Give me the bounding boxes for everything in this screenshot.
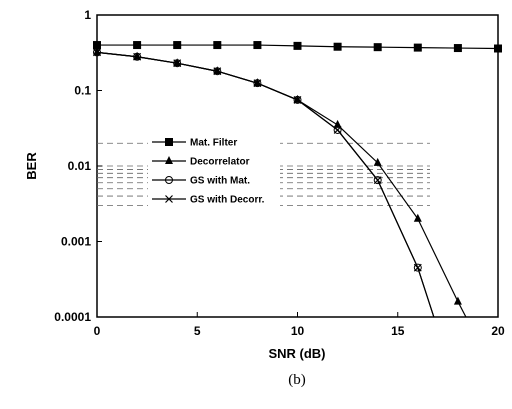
marker-decorrelator [453,296,462,305]
y-tick-label: 0.0001 [54,310,91,324]
x-tick-label: 0 [94,324,101,338]
x-tick-label: 10 [291,324,305,338]
legend-label-decorrelator: Decorrelator [190,157,250,168]
marker-mat-filter [173,41,182,50]
marker-gs-with-decorr [333,126,342,134]
marker-gs-with-mat [173,59,182,68]
marker-gs-with-mat [93,48,101,57]
marker-gs-with-mat [373,176,382,185]
marker-decorrelator [173,58,182,67]
legend-label-gs-with-mat: GS with Mat. [190,176,250,187]
x-tick-label: 20 [491,324,505,338]
legend-marker-decorrelator [165,156,173,164]
axes: 0 5 10 15 20 1 0.1 0.01 0.001 0.0001 [54,8,505,338]
marker-decorrelator [413,213,422,222]
marker-decorrelator [253,78,262,87]
marker-gs-with-decorr [213,67,222,76]
legend-marker-gs-with-mat [165,176,173,184]
series-markers [93,41,502,305]
marker-mat-filter [293,41,302,50]
marker-mat-filter [253,41,262,50]
marker-gs-with-decorr [253,79,262,88]
marker-gs-with-decorr [373,176,382,185]
marker-gs-with-decorr [133,52,142,61]
marker-decorrelator [333,119,342,128]
legend-marker-mat-filter [165,138,173,146]
marker-gs-with-decorr [413,263,422,272]
y-tick-label: 1 [84,8,91,22]
legend-label-gs-with-decorr: GS with Decorr. [190,195,265,206]
marker-mat-filter [494,44,502,53]
marker-gs-with-mat [293,95,302,104]
x-tick-label: 5 [194,324,201,338]
marker-mat-filter [133,41,142,50]
marker-mat-filter [333,42,342,51]
marker-mat-filter [213,41,222,50]
marker-decorrelator [133,51,142,60]
marker-decorrelator [293,94,302,103]
marker-decorrelator [373,157,382,166]
y-axis-title: BER [24,152,39,180]
marker-mat-filter [373,43,382,52]
marker-decorrelator [93,47,101,56]
marker-mat-filter [413,43,422,52]
figure-caption: (b) [288,372,306,388]
y-tick-label: 0.01 [68,159,92,173]
marker-decorrelator [213,66,222,75]
marker-gs-with-mat [253,79,262,88]
marker-mat-filter [93,41,101,50]
x-axis-title: SNR (dB) [268,346,325,361]
legend: Mat. Filter Decorrelator GS with Mat. GS wi… [148,130,280,212]
legend-label-mat-filter: Mat. Filter [190,138,237,149]
y-tick-label: 0.001 [61,235,91,249]
legend-marker-gs-with-decorr [165,195,173,203]
marker-gs-with-mat [213,67,222,76]
marker-gs-with-decorr [293,96,302,104]
marker-gs-with-mat [413,263,422,272]
series-line-gs-with-decorr [96,51,435,318]
x-tick-label: 15 [391,324,405,338]
marker-gs-with-mat [133,52,142,61]
marker-mat-filter [453,44,462,53]
y-tick-label: 0.1 [74,84,91,98]
marker-gs-with-mat [333,125,342,134]
marker-gs-with-decorr [93,48,101,57]
marker-gs-with-decorr [173,59,182,68]
